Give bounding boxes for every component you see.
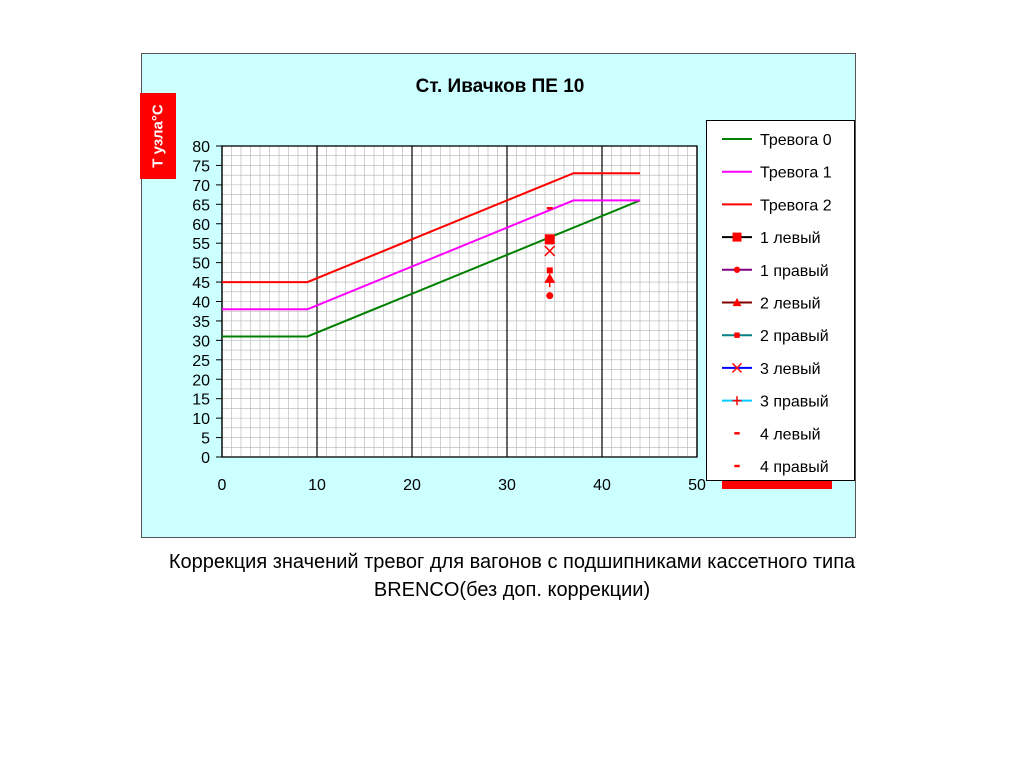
y-tick-label: 80 <box>192 139 210 156</box>
legend-swatch-marker <box>732 396 742 406</box>
data-point <box>546 267 553 274</box>
y-tick-label: 0 <box>201 450 210 467</box>
y-tick-label: 75 <box>192 158 210 175</box>
legend-label: 2 правый <box>760 328 829 345</box>
y-tick-label: 25 <box>192 353 210 370</box>
legend-label: 1 левый <box>760 230 821 247</box>
y-tick-label: 60 <box>192 217 210 234</box>
legend-label: 4 правый <box>760 459 829 476</box>
y-tick-label: 10 <box>192 411 210 428</box>
y-tick-label: 70 <box>192 178 210 195</box>
y-tick-label: 45 <box>192 275 210 292</box>
y-tick-label: 35 <box>192 314 210 331</box>
legend-swatch-marker <box>732 298 742 307</box>
legend-swatch-marker <box>733 266 741 273</box>
legend-label: 3 правый <box>760 394 829 411</box>
chart-title: Ст. Ивачков ПЕ 10 <box>416 76 585 97</box>
legend-swatch-marker <box>734 432 740 435</box>
legend <box>706 120 855 481</box>
x-tick-label: 0 <box>218 477 227 494</box>
data-point <box>546 241 553 245</box>
x-tick-label: 30 <box>498 477 516 494</box>
y-tick-label: 15 <box>192 392 210 409</box>
caption: Коррекция значений тревог для вагонов с … <box>40 548 984 604</box>
y-axis-label-box <box>140 93 176 179</box>
y-tick-label: 50 <box>192 256 210 273</box>
caption-line-2: BRENCO(без доп. коррекции) <box>373 579 651 601</box>
x-tick-label: 50 <box>688 477 706 494</box>
legend-red-bar <box>722 481 832 489</box>
data-point <box>546 292 554 300</box>
legend-swatch-marker <box>734 332 740 338</box>
data-point <box>544 234 555 245</box>
legend-label: 3 левый <box>760 361 821 378</box>
legend-label: 1 правый <box>760 263 829 280</box>
y-tick-label: 40 <box>192 295 210 312</box>
legend-swatch-marker <box>734 464 740 468</box>
legend-swatch-marker <box>731 362 743 373</box>
series-line <box>222 172 640 284</box>
data-point <box>544 245 556 257</box>
series-line <box>222 199 641 338</box>
caption-line-1: Коррекция значений тревог для вагонов с … <box>168 551 856 573</box>
y-tick-label: 5 <box>201 431 210 448</box>
x-tick-label: 10 <box>308 477 326 494</box>
data-point <box>544 277 555 288</box>
legend-label: Тревога 2 <box>760 197 832 214</box>
y-tick-label: 65 <box>192 197 210 214</box>
y-tick-label: 55 <box>192 236 210 253</box>
legend-swatch-marker <box>732 232 742 242</box>
legend-label: 4 левый <box>760 426 821 443</box>
legend-label: 2 левый <box>760 296 821 313</box>
y-tick-label: 20 <box>192 372 210 389</box>
data-point <box>546 207 553 210</box>
series-line <box>222 199 640 311</box>
legend-label: Тревога 1 <box>760 165 832 182</box>
x-tick-label: 20 <box>403 477 421 494</box>
x-tick-label: 40 <box>593 477 611 494</box>
y-tick-label: 30 <box>192 333 210 350</box>
legend-label: Тревога 0 <box>760 132 832 149</box>
